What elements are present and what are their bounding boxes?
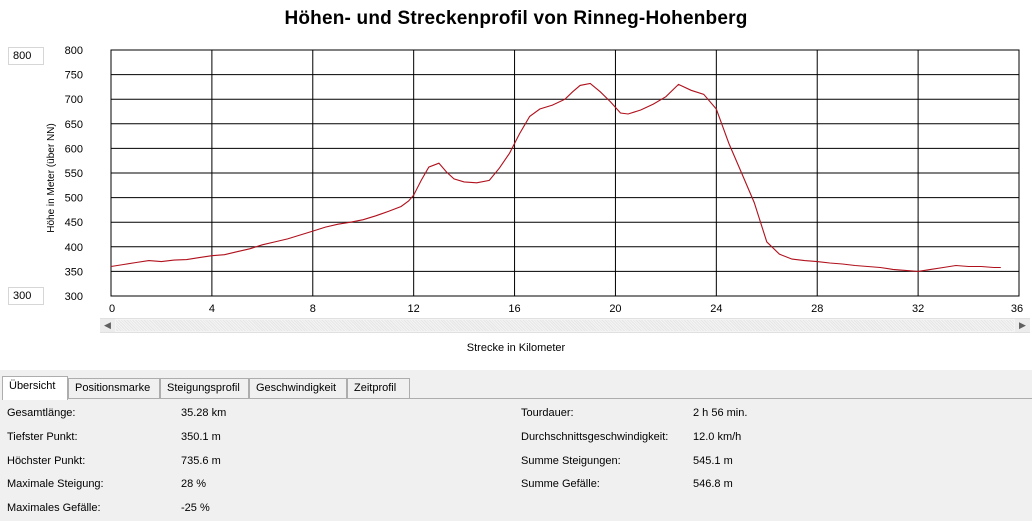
stat-label: Summe Gefälle: (521, 478, 600, 490)
y-tick-label: 450 (65, 217, 83, 229)
tab-zeitprofil[interactable]: Zeitprofil (347, 378, 410, 398)
y-axis-label: Höhe in Meter (über NN) (46, 123, 57, 233)
stat-label: Tourdauer: (521, 407, 574, 419)
chart-title: Höhen- und Streckenprofil von Rinneg-Hoh… (284, 8, 748, 29)
y-tick-label: 550 (65, 168, 83, 180)
stat-label: Maximales Gefälle: (7, 502, 101, 514)
scroll-right-icon[interactable]: ▶ (1015, 319, 1030, 332)
x-tick-label: 32 (912, 303, 924, 315)
y-tick-label: 500 (65, 193, 83, 205)
y-tick-label: 800 (65, 45, 83, 57)
stat-value: 546.8 m (693, 478, 733, 490)
chart-area: Höhen- und Streckenprofil von Rinneg-Hoh… (0, 0, 1032, 370)
stat-value: 350.1 m (181, 431, 221, 443)
x-tick-label: 36 (1011, 303, 1023, 315)
x-tick-label: 20 (609, 303, 621, 315)
x-tick-label: 24 (710, 303, 722, 315)
x-tick-label: 28 (811, 303, 823, 315)
y-tick-label: 700 (65, 94, 83, 106)
x-tick-label: 4 (209, 303, 215, 315)
horizontal-scrollbar[interactable]: ◀ ▶ (100, 318, 1030, 333)
stat-label: Summe Steigungen: (521, 455, 621, 467)
stat-value: 35.28 km (181, 407, 227, 419)
x-tick-label: 8 (310, 303, 316, 315)
stat-label: Tiefster Punkt: (7, 431, 78, 443)
elevation-profile-line (110, 82, 1001, 272)
grid-lines (111, 50, 1019, 296)
stat-value: 28 % (181, 478, 207, 490)
stat-value: 12.0 km/h (693, 431, 742, 443)
tab-geschwindigkeit[interactable]: Geschwindigkeit (249, 378, 347, 398)
x-tick-label: 12 (408, 303, 420, 315)
tab-uebersicht[interactable]: Übersicht (2, 376, 68, 400)
stat-label: Höchster Punkt: (7, 455, 86, 467)
tab-steigungsprofil[interactable]: Steigungsprofil (160, 378, 249, 398)
stat-label: Gesamtlänge: (7, 407, 76, 419)
y-tick-label: 650 (65, 119, 83, 131)
stat-label: Durchschnittsgeschwindigkeit: (521, 431, 669, 443)
y-max-input[interactable]: 800 (8, 47, 44, 65)
y-tick-label: 600 (65, 143, 83, 155)
y-tick-labels: 800 750 700 650 600 550 500 450 400 350 300 (65, 45, 83, 303)
y-tick-label: 300 (65, 291, 83, 303)
x-axis-label: Strecke in Kilometer (466, 342, 566, 354)
y-tick-label: 400 (65, 242, 83, 254)
stat-value: 545.1 m (693, 455, 733, 467)
tab-positionsmarke[interactable]: Positionsmarke (68, 378, 160, 398)
y-min-input[interactable]: 300 (8, 287, 44, 305)
stat-value: 735.6 m (181, 455, 221, 467)
y-tick-label: 750 (65, 70, 83, 82)
overview-panel: Gesamtlänge: 35.28 km Tiefster Punkt: 35… (2, 398, 1032, 521)
x-tick-label: 16 (508, 303, 520, 315)
scroll-left-icon[interactable]: ◀ (100, 319, 115, 332)
stat-value: 2 h 56 min. (693, 407, 748, 419)
x-tick-labels: 0 4 8 12 16 20 24 28 32 36 (109, 303, 1023, 315)
y-tick-label: 350 (65, 266, 83, 278)
scroll-track[interactable] (116, 320, 1014, 331)
stat-label: Maximale Steigung: (7, 478, 104, 490)
x-tick-label: 0 (109, 303, 115, 315)
elevation-chart: 800 750 700 650 600 550 500 450 400 350 300 0 4 8 12 1… (65, 45, 1023, 315)
stat-value: -25 % (181, 502, 210, 514)
